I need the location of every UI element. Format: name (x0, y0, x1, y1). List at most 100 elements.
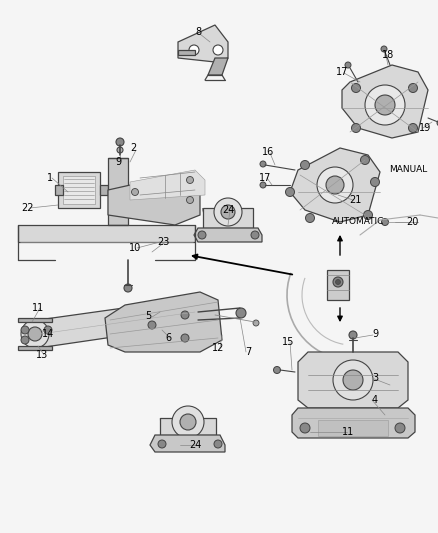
Polygon shape (108, 158, 128, 225)
Circle shape (300, 160, 310, 169)
Circle shape (21, 320, 49, 348)
Circle shape (44, 326, 52, 334)
Text: 3: 3 (372, 373, 378, 383)
Circle shape (364, 211, 372, 220)
Circle shape (336, 279, 340, 285)
Circle shape (131, 189, 138, 196)
Polygon shape (18, 225, 195, 242)
Circle shape (381, 219, 389, 225)
Text: 13: 13 (36, 350, 48, 360)
Polygon shape (342, 65, 428, 138)
Circle shape (360, 156, 370, 165)
Text: 11: 11 (32, 303, 44, 313)
Circle shape (260, 182, 266, 188)
Text: 21: 21 (349, 195, 361, 205)
Circle shape (124, 284, 132, 292)
Polygon shape (18, 318, 52, 322)
Circle shape (305, 214, 314, 222)
Polygon shape (100, 185, 108, 195)
Text: 12: 12 (212, 343, 224, 353)
Polygon shape (208, 58, 228, 75)
Circle shape (148, 321, 156, 329)
Polygon shape (18, 346, 52, 350)
Polygon shape (55, 185, 63, 195)
Polygon shape (108, 175, 200, 225)
Circle shape (181, 311, 189, 319)
Circle shape (214, 198, 242, 226)
Text: 17: 17 (336, 67, 348, 77)
Text: 23: 23 (157, 237, 169, 247)
Circle shape (352, 124, 360, 133)
Text: 22: 22 (22, 203, 34, 213)
Circle shape (375, 95, 395, 115)
Circle shape (251, 231, 259, 239)
Circle shape (317, 167, 353, 203)
Circle shape (181, 334, 189, 342)
Circle shape (221, 205, 235, 219)
Text: AUTOMATIC: AUTOMATIC (332, 217, 384, 227)
Text: MANUAL: MANUAL (389, 166, 427, 174)
Text: 2: 2 (130, 143, 136, 153)
Circle shape (116, 138, 124, 146)
Polygon shape (130, 170, 205, 200)
Polygon shape (178, 50, 195, 55)
Circle shape (333, 360, 373, 400)
Circle shape (213, 45, 223, 55)
Polygon shape (58, 172, 100, 208)
Text: 9: 9 (372, 329, 378, 339)
Text: 17: 17 (259, 173, 271, 183)
Text: 6: 6 (165, 333, 171, 343)
Polygon shape (105, 292, 222, 352)
Circle shape (28, 327, 42, 341)
Polygon shape (160, 418, 216, 435)
Polygon shape (318, 420, 388, 436)
Circle shape (437, 120, 438, 126)
Circle shape (236, 308, 246, 318)
Text: 16: 16 (262, 147, 274, 157)
Text: 5: 5 (145, 311, 151, 321)
Polygon shape (292, 408, 415, 438)
Circle shape (187, 176, 194, 183)
Circle shape (345, 62, 351, 68)
Text: 10: 10 (129, 243, 141, 253)
Circle shape (395, 423, 405, 433)
Bar (327, 270, 349, 300)
Circle shape (343, 370, 363, 390)
Polygon shape (63, 176, 95, 204)
Text: 18: 18 (382, 50, 394, 60)
Text: 1: 1 (47, 173, 53, 183)
Circle shape (180, 414, 196, 430)
Circle shape (409, 84, 417, 93)
Polygon shape (298, 352, 408, 408)
Text: 24: 24 (222, 205, 234, 215)
Text: 15: 15 (282, 337, 294, 347)
Circle shape (349, 331, 357, 339)
Text: 11: 11 (342, 427, 354, 437)
Polygon shape (203, 208, 253, 228)
Text: 19: 19 (419, 123, 431, 133)
Circle shape (21, 326, 29, 334)
Circle shape (365, 85, 405, 125)
Circle shape (333, 277, 343, 287)
Circle shape (172, 406, 204, 438)
Circle shape (260, 161, 266, 167)
Circle shape (158, 440, 166, 448)
Circle shape (198, 231, 206, 239)
Polygon shape (290, 148, 380, 222)
Circle shape (352, 84, 360, 93)
Polygon shape (178, 25, 228, 62)
Polygon shape (25, 298, 215, 348)
Text: 7: 7 (245, 347, 251, 357)
Circle shape (326, 176, 344, 194)
Circle shape (117, 147, 123, 153)
Text: 14: 14 (42, 329, 54, 339)
Circle shape (409, 124, 417, 133)
Polygon shape (194, 228, 262, 242)
Circle shape (381, 46, 387, 52)
Circle shape (187, 197, 194, 204)
Circle shape (253, 320, 259, 326)
Text: 4: 4 (372, 395, 378, 405)
Circle shape (273, 367, 280, 374)
Circle shape (300, 423, 310, 433)
Polygon shape (150, 435, 225, 452)
